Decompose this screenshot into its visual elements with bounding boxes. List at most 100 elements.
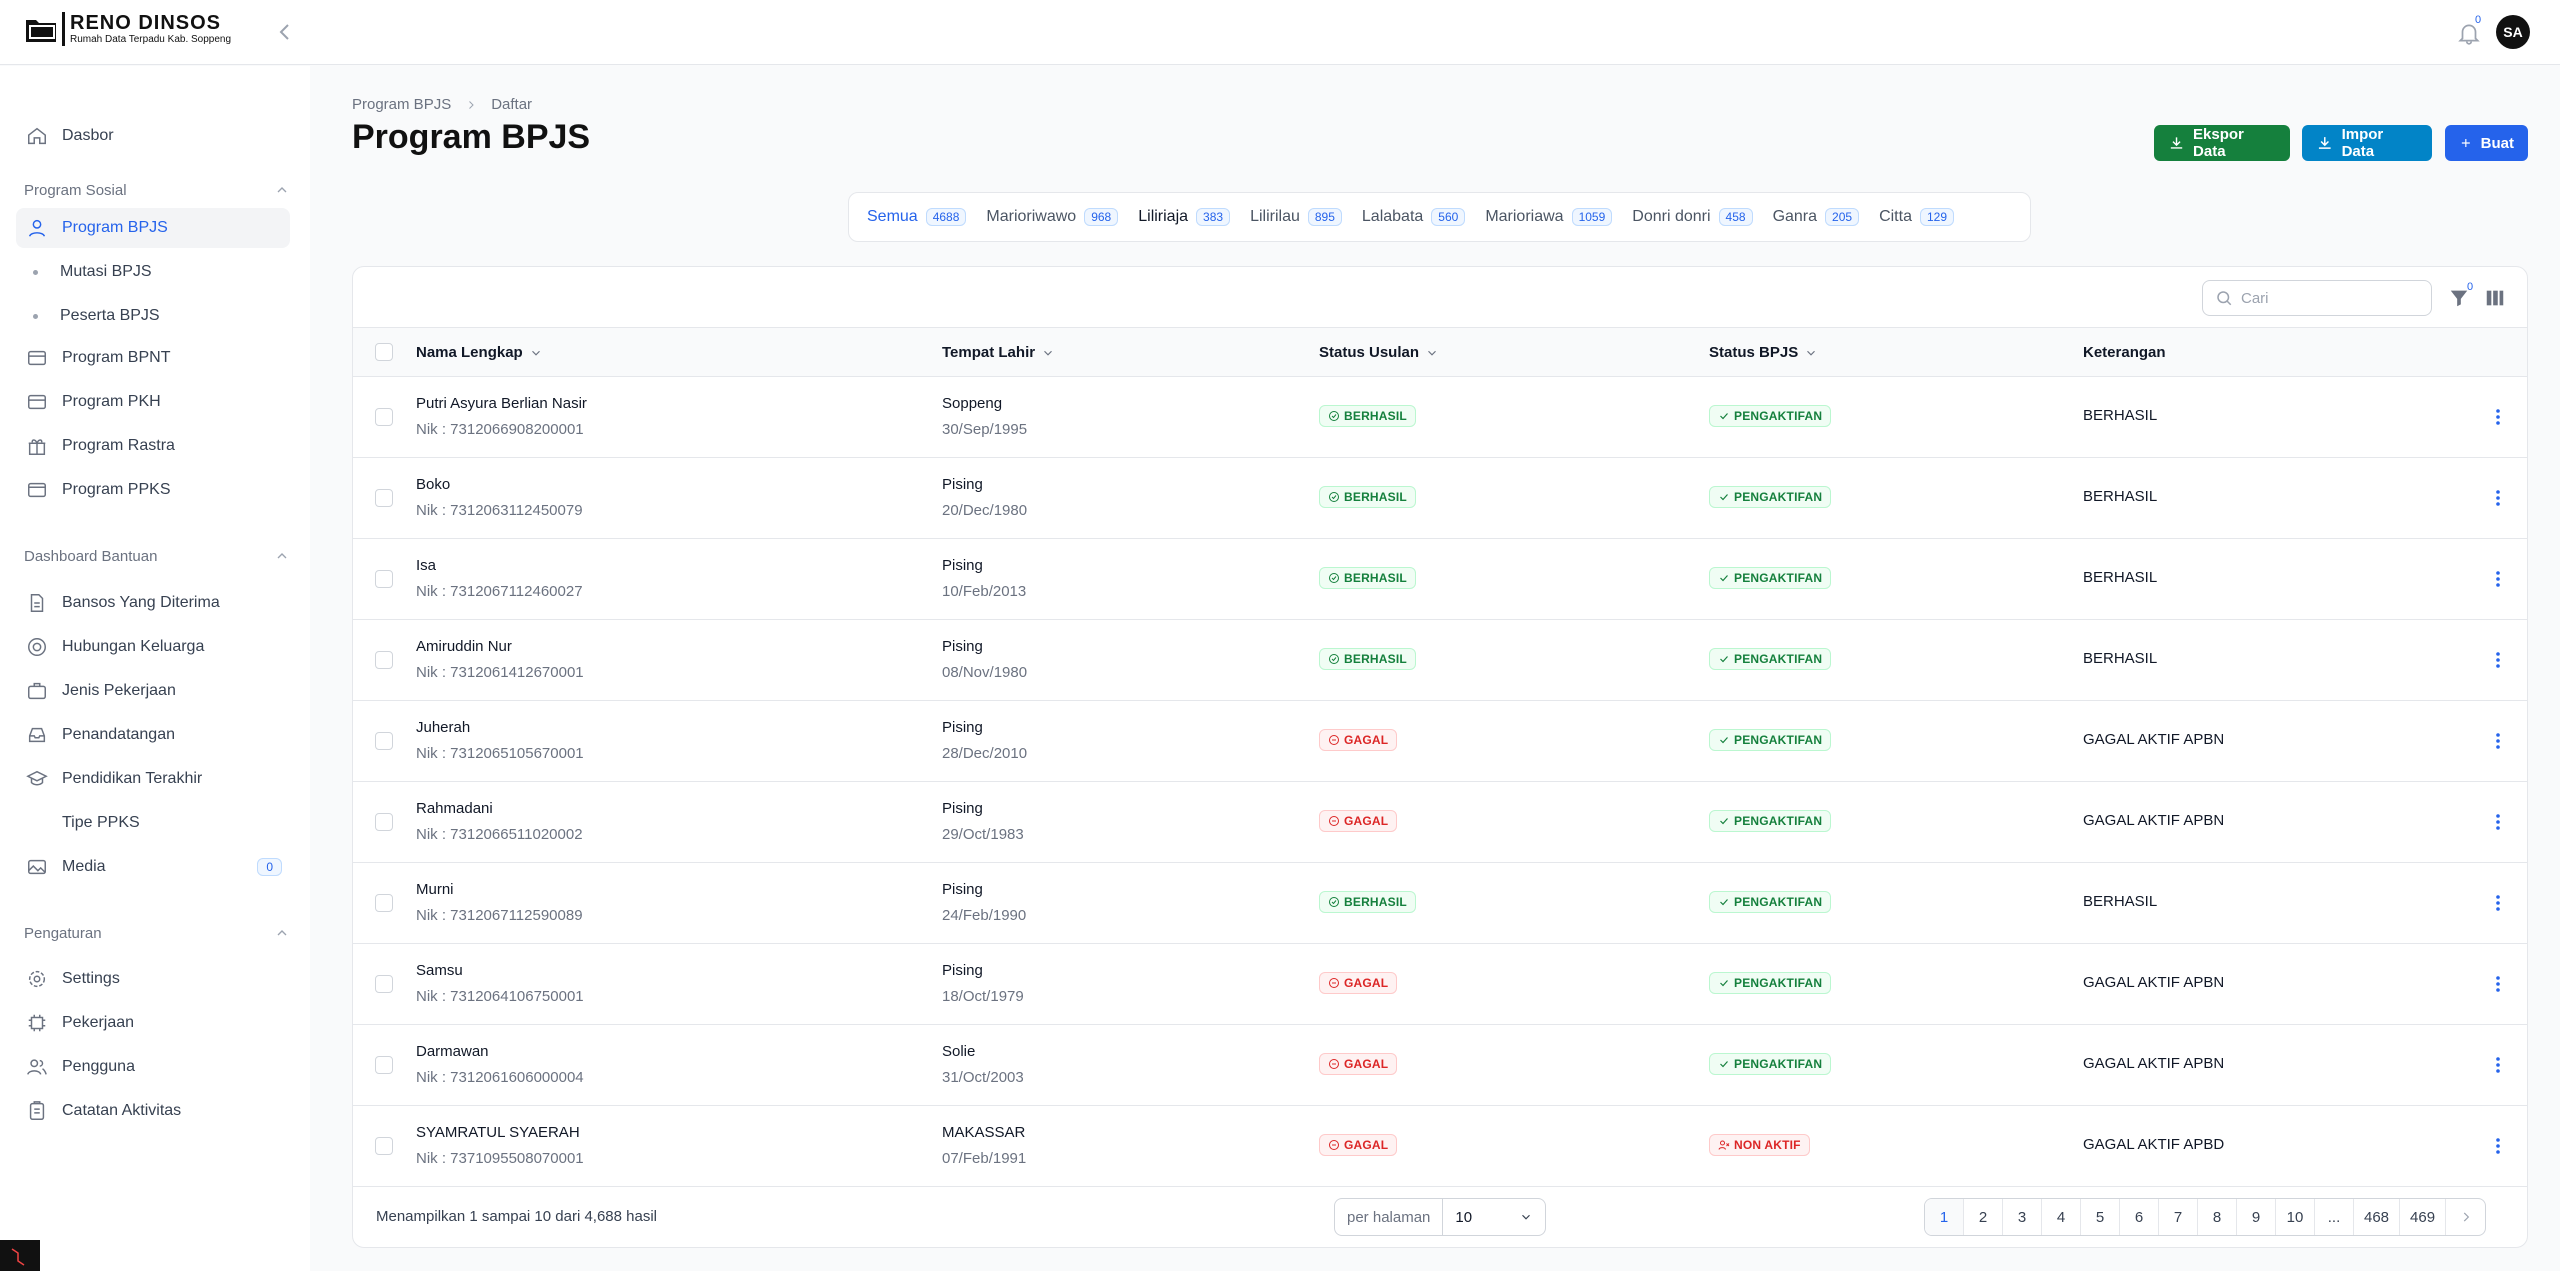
table-row[interactable]: SYAMRATUL SYAERAH Nik : 7371095508070001 M… [353,1106,2527,1187]
row-checkbox[interactable] [375,1056,393,1074]
per-page-select[interactable]: per halaman 10 [1334,1198,1547,1236]
page-3-button[interactable]: 3 [2003,1199,2042,1235]
table-row[interactable]: Samsu Nik : 7312064106750001 Pising 18/Oct/… [353,944,2527,1025]
next-page-button[interactable] [2446,1199,2485,1235]
sidebar-item-catatan-aktivitas[interactable]: Catatan Aktivitas [24,1091,298,1131]
row-actions-icon[interactable] [2490,405,2506,429]
row-actions-icon[interactable] [2490,972,2506,996]
sidebar-item-peserta-bpjs[interactable]: Peserta BPJS [60,307,160,324]
row-checkbox[interactable] [375,975,393,993]
page-5-button[interactable]: 5 [2081,1199,2120,1235]
table-row[interactable]: Isa Nik : 7312067112460027 Pising 10/Feb/20… [353,539,2527,620]
page-469-button[interactable]: 469 [2400,1199,2447,1235]
page-468-button[interactable]: 468 [2354,1199,2401,1235]
sidebar-item-media[interactable]: Media 0 [24,847,298,887]
sidebar-item-program-rastra[interactable]: Program Rastra [24,426,298,466]
import-data-button[interactable]: Impor Data [2302,125,2432,161]
breadcrumb-item-program-bpjs[interactable]: Program BPJS [352,96,452,113]
table-row[interactable]: Darmawan Nik : 7312061606000004 Solie 31/Oc… [353,1025,2527,1106]
row-checkbox[interactable] [375,813,393,831]
table-row[interactable]: Juherah Nik : 7312065105670001 Pising 28/De… [353,701,2527,782]
laravel-icon[interactable] [0,1240,40,1271]
sidebar-item-penandatangan[interactable]: Penandatangan [24,715,298,755]
page-8-button[interactable]: 8 [2198,1199,2237,1235]
page-9-button[interactable]: 9 [2237,1199,2276,1235]
header-nama-lengkap[interactable]: Nama Lengkap [416,344,543,361]
table-row[interactable]: Rahmadani Nik : 7312066511020002 Pising 29/… [353,782,2527,863]
sidebar-item-program-bpjs[interactable]: Program BPJS [16,208,290,248]
sidebar-item-program-pkh[interactable]: Program PKH [24,382,298,422]
sidebar-item-program-ppks[interactable]: Program PPKS [24,470,298,510]
row-checkbox[interactable] [375,408,393,426]
bell-icon[interactable] [2456,20,2482,46]
page-10-button[interactable]: 10 [2276,1199,2315,1235]
tab-semua[interactable]: Semua 4688 [857,200,976,234]
sidebar-item-settings[interactable]: Settings [24,959,298,999]
users-icon [27,1059,47,1075]
sidebar-item-jenis-pekerjaan[interactable]: Jenis Pekerjaan [24,671,298,711]
tab-liliriaja[interactable]: Liliriaja 383 [1128,200,1240,234]
table-row[interactable]: Putri Asyura Berlian Nasir Nik : 73120669… [353,377,2527,458]
page-2-button[interactable]: 2 [1964,1199,2003,1235]
tab-marioriwawo[interactable]: Marioriwawo 968 [976,200,1128,234]
collapse-sidebar-icon[interactable] [273,20,297,44]
tab-label: Marioriawa [1485,208,1564,225]
table-row[interactable]: Amiruddin Nur Nik : 7312061412670001 Pisin… [353,620,2527,701]
columns-icon[interactable] [2484,287,2506,309]
header-tempat-lahir[interactable]: Tempat Lahir [942,344,1055,361]
search-placeholder: Cari [2241,289,2269,307]
page-7-button[interactable]: 7 [2159,1199,2198,1235]
page-4-button[interactable]: 4 [2042,1199,2081,1235]
row-actions-icon[interactable] [2490,1134,2506,1158]
cell-tempat: MAKASSAR [942,1124,1026,1141]
tab-lalabata[interactable]: Lalabata 560 [1352,200,1475,234]
check-icon [1720,899,1728,906]
sidebar-item-label: Hubungan Keluarga [62,638,205,655]
tab-citta[interactable]: Citta 129 [1869,200,1964,234]
row-actions-icon[interactable] [2490,810,2506,834]
sidebar-item-bansos[interactable]: Bansos Yang Diterima [24,583,298,623]
select-all-checkbox[interactable] [375,343,393,361]
header-status-bpjs[interactable]: Status BPJS [1709,344,1818,361]
header-label: Nama Lengkap [416,344,523,361]
sidebar-item-dasbor[interactable]: Dasbor [24,116,298,156]
tab-ganra[interactable]: Ganra 205 [1763,200,1870,234]
sidebar-item-mutasi-bpjs[interactable]: Mutasi BPJS [60,263,152,280]
check-icon [1720,656,1728,663]
avatar[interactable]: SA [2496,15,2530,49]
sidebar-item-program-bpnt[interactable]: Program BPNT [24,338,298,378]
row-actions-icon[interactable] [2490,891,2506,915]
search-input[interactable]: Cari [2202,280,2432,316]
tab-donri-donri[interactable]: Donri donri 458 [1622,200,1762,234]
row-checkbox[interactable] [375,570,393,588]
sidebar-item-hubungan-keluarga[interactable]: Hubungan Keluarga [24,627,298,667]
group-pengaturan[interactable]: Pengaturan [24,925,290,942]
sidebar-item-pekerjaan[interactable]: Pekerjaan [24,1003,298,1043]
group-program-sosial[interactable]: Program Sosial [24,182,290,199]
sidebar-item-tipe-ppks[interactable]: Tipe PPKS [24,803,298,843]
row-checkbox[interactable] [375,732,393,750]
sidebar-item-pendidikan[interactable]: Pendidikan Terakhir [24,759,298,799]
row-actions-icon[interactable] [2490,729,2506,753]
header-status-usulan[interactable]: Status Usulan [1319,344,1439,361]
row-checkbox[interactable] [375,489,393,507]
row-checkbox[interactable] [375,1137,393,1155]
row-checkbox[interactable] [375,894,393,912]
sidebar-item-pengguna[interactable]: Pengguna [24,1047,298,1087]
app-logo[interactable]: RENO DINSOS Rumah Data Terpadu Kab. Sopp… [24,12,231,46]
group-dashboard-bantuan[interactable]: Dashboard Bantuan [24,548,290,565]
filter-icon[interactable] [2448,287,2470,309]
row-checkbox[interactable] [375,651,393,669]
create-button[interactable]: Buat [2445,125,2528,161]
tab-marioriawa[interactable]: Marioriawa 1059 [1475,200,1622,234]
row-actions-icon[interactable] [2490,1053,2506,1077]
row-actions-icon[interactable] [2490,648,2506,672]
row-actions-icon[interactable] [2490,486,2506,510]
table-row[interactable]: Murni Nik : 7312067112590089 Pising 24/Feb/… [353,863,2527,944]
page-1-button[interactable]: 1 [1925,1199,1964,1235]
table-row[interactable]: Boko Nik : 7312063112450079 Pising 20/Dec/1… [353,458,2527,539]
export-data-button[interactable]: Ekspor Data [2154,125,2290,161]
row-actions-icon[interactable] [2490,567,2506,591]
tab-lilirilau[interactable]: Lilirilau 895 [1240,200,1352,234]
page-6-button[interactable]: 6 [2120,1199,2159,1235]
